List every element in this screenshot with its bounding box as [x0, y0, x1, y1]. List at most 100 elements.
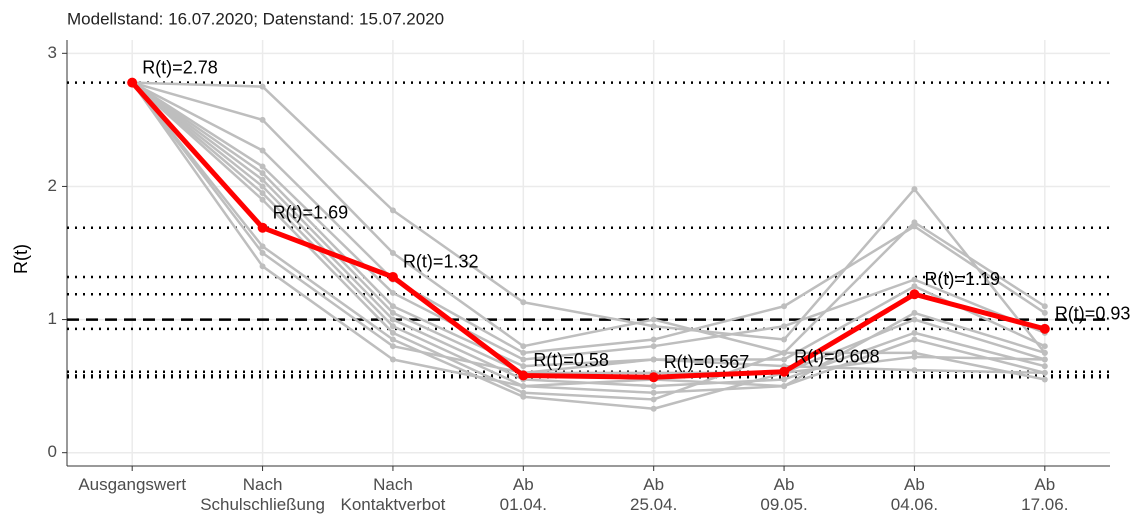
point	[911, 329, 918, 336]
data-label: R(t)=0.93	[1055, 304, 1131, 324]
point	[911, 223, 918, 230]
point	[259, 163, 266, 170]
series-line	[131, 81, 1046, 355]
y-tick-label: 3	[48, 43, 57, 62]
point	[1041, 363, 1048, 370]
point	[911, 336, 918, 343]
y-axis-label: R(t)	[11, 244, 31, 274]
point	[389, 207, 396, 214]
series-line	[132, 81, 1046, 354]
series-line	[131, 81, 1046, 368]
x-tick-label: Ab 09.05.	[760, 475, 807, 514]
point	[911, 309, 918, 316]
point	[650, 343, 657, 350]
point	[1041, 369, 1048, 376]
point	[909, 289, 920, 300]
x-tick-label: Nach Kontaktverbot	[340, 475, 445, 514]
point	[911, 316, 918, 323]
point	[389, 303, 396, 310]
data-label: R(t)=1.32	[403, 252, 479, 272]
point	[1041, 356, 1048, 363]
point	[520, 356, 527, 363]
point	[520, 349, 527, 356]
x-tick-label: Ab 17.06.	[1021, 475, 1068, 514]
point	[520, 363, 527, 370]
data-label: R(t)=0.567	[664, 352, 750, 372]
y-tick-label: 1	[48, 309, 57, 328]
x-tick-label: Nach Schulschließung	[200, 475, 325, 514]
y-tick-label: 2	[48, 176, 57, 195]
point	[520, 383, 527, 390]
point	[127, 77, 138, 88]
point	[389, 329, 396, 336]
point	[259, 116, 266, 123]
point	[650, 323, 657, 330]
point	[259, 170, 266, 177]
point	[650, 336, 657, 343]
point	[520, 299, 527, 306]
point	[257, 222, 268, 233]
point	[389, 309, 396, 316]
series-line	[131, 81, 1046, 361]
x-tick-label: Ab 01.04.	[500, 475, 547, 514]
point	[1041, 349, 1048, 356]
data-label: R(t)=1.69	[273, 202, 349, 222]
point	[650, 396, 657, 403]
point	[911, 353, 918, 360]
point	[781, 376, 788, 383]
point	[518, 370, 529, 381]
series-line	[130, 80, 1046, 380]
series-line	[131, 81, 1046, 375]
chart-title: Modellstand: 16.07.2020; Datenstand: 15.…	[67, 9, 444, 28]
point	[259, 190, 266, 197]
point	[520, 393, 527, 400]
series-line	[131, 81, 1045, 411]
point	[389, 289, 396, 296]
point	[520, 343, 527, 350]
x-tick-label: Ab 04.06.	[891, 475, 938, 514]
point	[1041, 343, 1048, 350]
series-line	[131, 81, 1046, 401]
point	[259, 176, 266, 183]
point	[259, 83, 266, 90]
point	[781, 383, 788, 390]
y-tick-label: 0	[48, 442, 57, 461]
series-line	[131, 81, 1046, 388]
point	[911, 283, 918, 290]
data-label: R(t)=0.58	[533, 350, 609, 370]
point	[781, 356, 788, 363]
point	[389, 323, 396, 330]
series-line	[131, 81, 1046, 355]
point	[387, 271, 398, 282]
point	[781, 349, 788, 356]
point	[911, 276, 918, 283]
point	[650, 356, 657, 363]
point	[779, 366, 790, 377]
point	[1039, 323, 1050, 334]
point	[1041, 376, 1048, 383]
x-tick-label: Ausgangswert	[78, 475, 186, 494]
point	[911, 367, 918, 374]
point	[259, 196, 266, 203]
point	[389, 343, 396, 350]
data-label: R(t)=1.19	[924, 269, 1000, 289]
point	[781, 303, 788, 310]
point	[259, 147, 266, 154]
point	[389, 356, 396, 363]
series-line	[131, 81, 1046, 395]
data-label: R(t)=2.78	[142, 57, 218, 77]
point	[259, 243, 266, 250]
point	[650, 316, 657, 323]
point	[911, 186, 918, 193]
data-label: R(t)=0.608	[794, 346, 880, 366]
x-tick-label: Ab 25.04.	[630, 475, 677, 514]
point	[259, 263, 266, 270]
point	[781, 336, 788, 343]
point	[389, 250, 396, 256]
point	[781, 323, 788, 330]
point	[389, 316, 396, 323]
point	[650, 405, 657, 412]
series-line	[131, 81, 1045, 375]
point	[1041, 303, 1048, 310]
